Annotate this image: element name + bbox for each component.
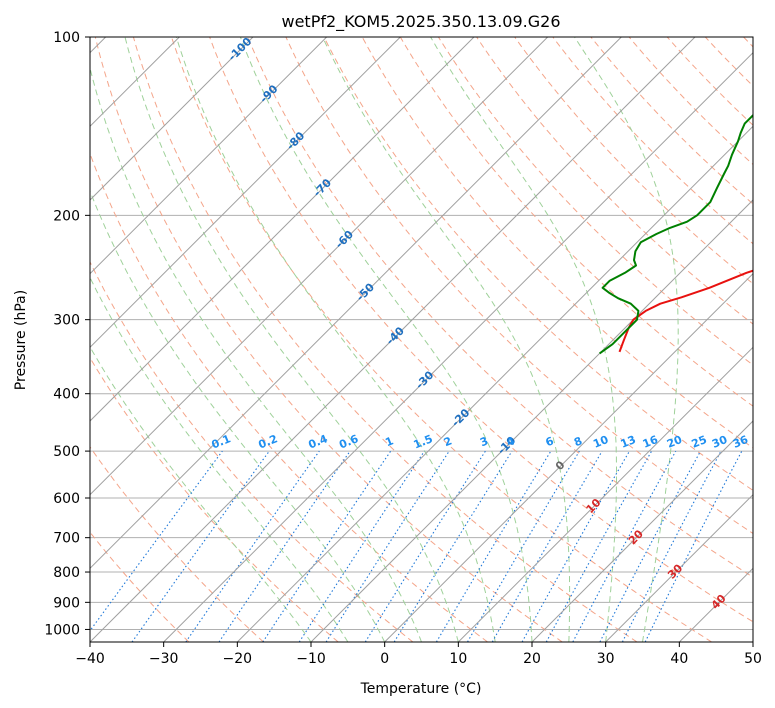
dry-adiabat-line xyxy=(323,37,753,491)
moist-adiabat-line xyxy=(90,345,312,642)
mixing-ratio-label: 20 xyxy=(665,433,684,451)
x-tick-label: 20 xyxy=(523,651,541,667)
moist-adiabat-line xyxy=(430,37,617,642)
mixing-ratio-line xyxy=(325,450,450,642)
y-tick-label: 1000 xyxy=(44,622,80,638)
dry-adiabat-line xyxy=(94,37,563,642)
mixing-ratio-label: 3 xyxy=(478,434,490,449)
y-axis-label: Pressure (hPa) xyxy=(13,290,29,390)
mixing-ratio-line xyxy=(435,450,552,642)
dry-adiabat-line xyxy=(90,446,264,642)
isotherm-line xyxy=(90,37,549,496)
x-tick-label: 0 xyxy=(380,651,389,667)
moist-adiabat-line xyxy=(90,189,386,642)
dry-adiabat-line xyxy=(132,37,638,642)
moist-adiabats xyxy=(90,37,679,642)
x-tick-label: 30 xyxy=(597,651,615,667)
x-tick-label: −30 xyxy=(149,651,179,667)
dry-adiabat-line xyxy=(476,37,753,325)
mixing-ratio-line xyxy=(491,450,603,642)
isotherm-line xyxy=(90,37,254,201)
x-tick-label: −10 xyxy=(296,651,326,667)
x-axis-ticks: −40 −30 −20 −10 0 10 20 30 40 50 xyxy=(75,642,762,667)
moist-adiabat-line xyxy=(574,37,679,642)
mixing-ratio-line xyxy=(185,450,320,642)
isotherm-line xyxy=(163,51,753,642)
mixing-ratio-line xyxy=(364,450,486,642)
isotherm-line xyxy=(236,125,753,642)
isotherm-line xyxy=(90,37,622,570)
y-tick-label: 900 xyxy=(53,595,80,611)
y-tick-label: 200 xyxy=(53,208,80,224)
mixing-ratio-line xyxy=(521,450,630,642)
isotherm-line xyxy=(310,199,753,642)
dry-adiabat-line xyxy=(399,37,753,407)
mixing-ratio-label: 16 xyxy=(641,433,660,451)
dry-adiabats xyxy=(90,37,753,642)
plot-area: -100-90-80-70-60-50-40-30-20-10010203040… xyxy=(90,37,753,642)
mixing-ratio-line xyxy=(218,450,351,642)
isotherm-line xyxy=(531,420,753,642)
x-tick-label: −40 xyxy=(75,651,105,667)
mixing-ratio-label: 10 xyxy=(591,433,610,451)
isotherm-line xyxy=(384,272,753,642)
y-tick-label: 100 xyxy=(53,30,80,46)
temperature-profile-line xyxy=(618,269,753,353)
isotherm-line xyxy=(90,37,475,422)
isotherm-line xyxy=(457,346,753,642)
y-tick-label: 700 xyxy=(53,531,80,547)
chart-title: wetPf2_KOM5.2025.350.13.09.G26 xyxy=(281,12,560,32)
isotherm-line xyxy=(90,37,401,349)
isotherm-line xyxy=(605,493,753,642)
moist-adiabat-line xyxy=(90,276,349,642)
x-tick-label: 50 xyxy=(744,651,762,667)
mixing-ratio-line xyxy=(393,450,513,642)
dry-adiabat-line xyxy=(209,37,753,623)
x-tick-label: −20 xyxy=(223,651,253,667)
mixing-ratio-label: 36 xyxy=(731,433,750,451)
mixing-ratio-label: 1 xyxy=(383,434,395,449)
x-tick-label: 40 xyxy=(670,651,688,667)
isotherms xyxy=(90,37,753,642)
y-axis-ticks: 100 200 300 400 500 600 700 800 900 1000 xyxy=(44,30,90,638)
mixing-ratio-line xyxy=(467,450,580,642)
mixing-ratio-label: 8 xyxy=(572,434,584,449)
mixing-ratio-line xyxy=(131,450,270,642)
mixing-ratio-label: 13 xyxy=(619,433,638,451)
dry-adiabat-line xyxy=(514,37,753,285)
dry-adiabat-line xyxy=(628,37,753,166)
mixing-ratio-label: 30 xyxy=(710,433,729,451)
mixing-ratio-line xyxy=(572,450,677,642)
mixing-ratio-line xyxy=(90,450,223,632)
moist-adiabat-line xyxy=(90,65,422,642)
sounding-profiles xyxy=(599,113,753,355)
isotherm-line xyxy=(90,37,696,642)
mixing-ratio-label: 25 xyxy=(690,433,709,451)
dry-adiabat-line xyxy=(247,37,753,578)
mixing-ratio-label: 2 xyxy=(442,434,454,449)
moist-adiabat-line xyxy=(239,37,533,642)
isotherm-line xyxy=(90,37,328,275)
y-tick-label: 400 xyxy=(53,387,80,403)
y-tick-label: 500 xyxy=(53,444,80,460)
moist-adiabat-line xyxy=(175,37,496,642)
x-tick-label: 10 xyxy=(449,651,467,667)
mixing-ratio-lines xyxy=(90,450,743,642)
dewpoint-profile-line xyxy=(599,113,753,355)
y-tick-label: 600 xyxy=(53,491,80,507)
plot-frame xyxy=(89,36,754,643)
y-tick-label: 800 xyxy=(53,565,80,581)
dry-adiabat-line xyxy=(90,260,414,642)
y-tick-label: 300 xyxy=(53,313,80,329)
x-axis-label: Temperature (°C) xyxy=(360,681,482,697)
moist-adiabat-line xyxy=(124,37,459,642)
moist-adiabat-line xyxy=(322,37,571,642)
